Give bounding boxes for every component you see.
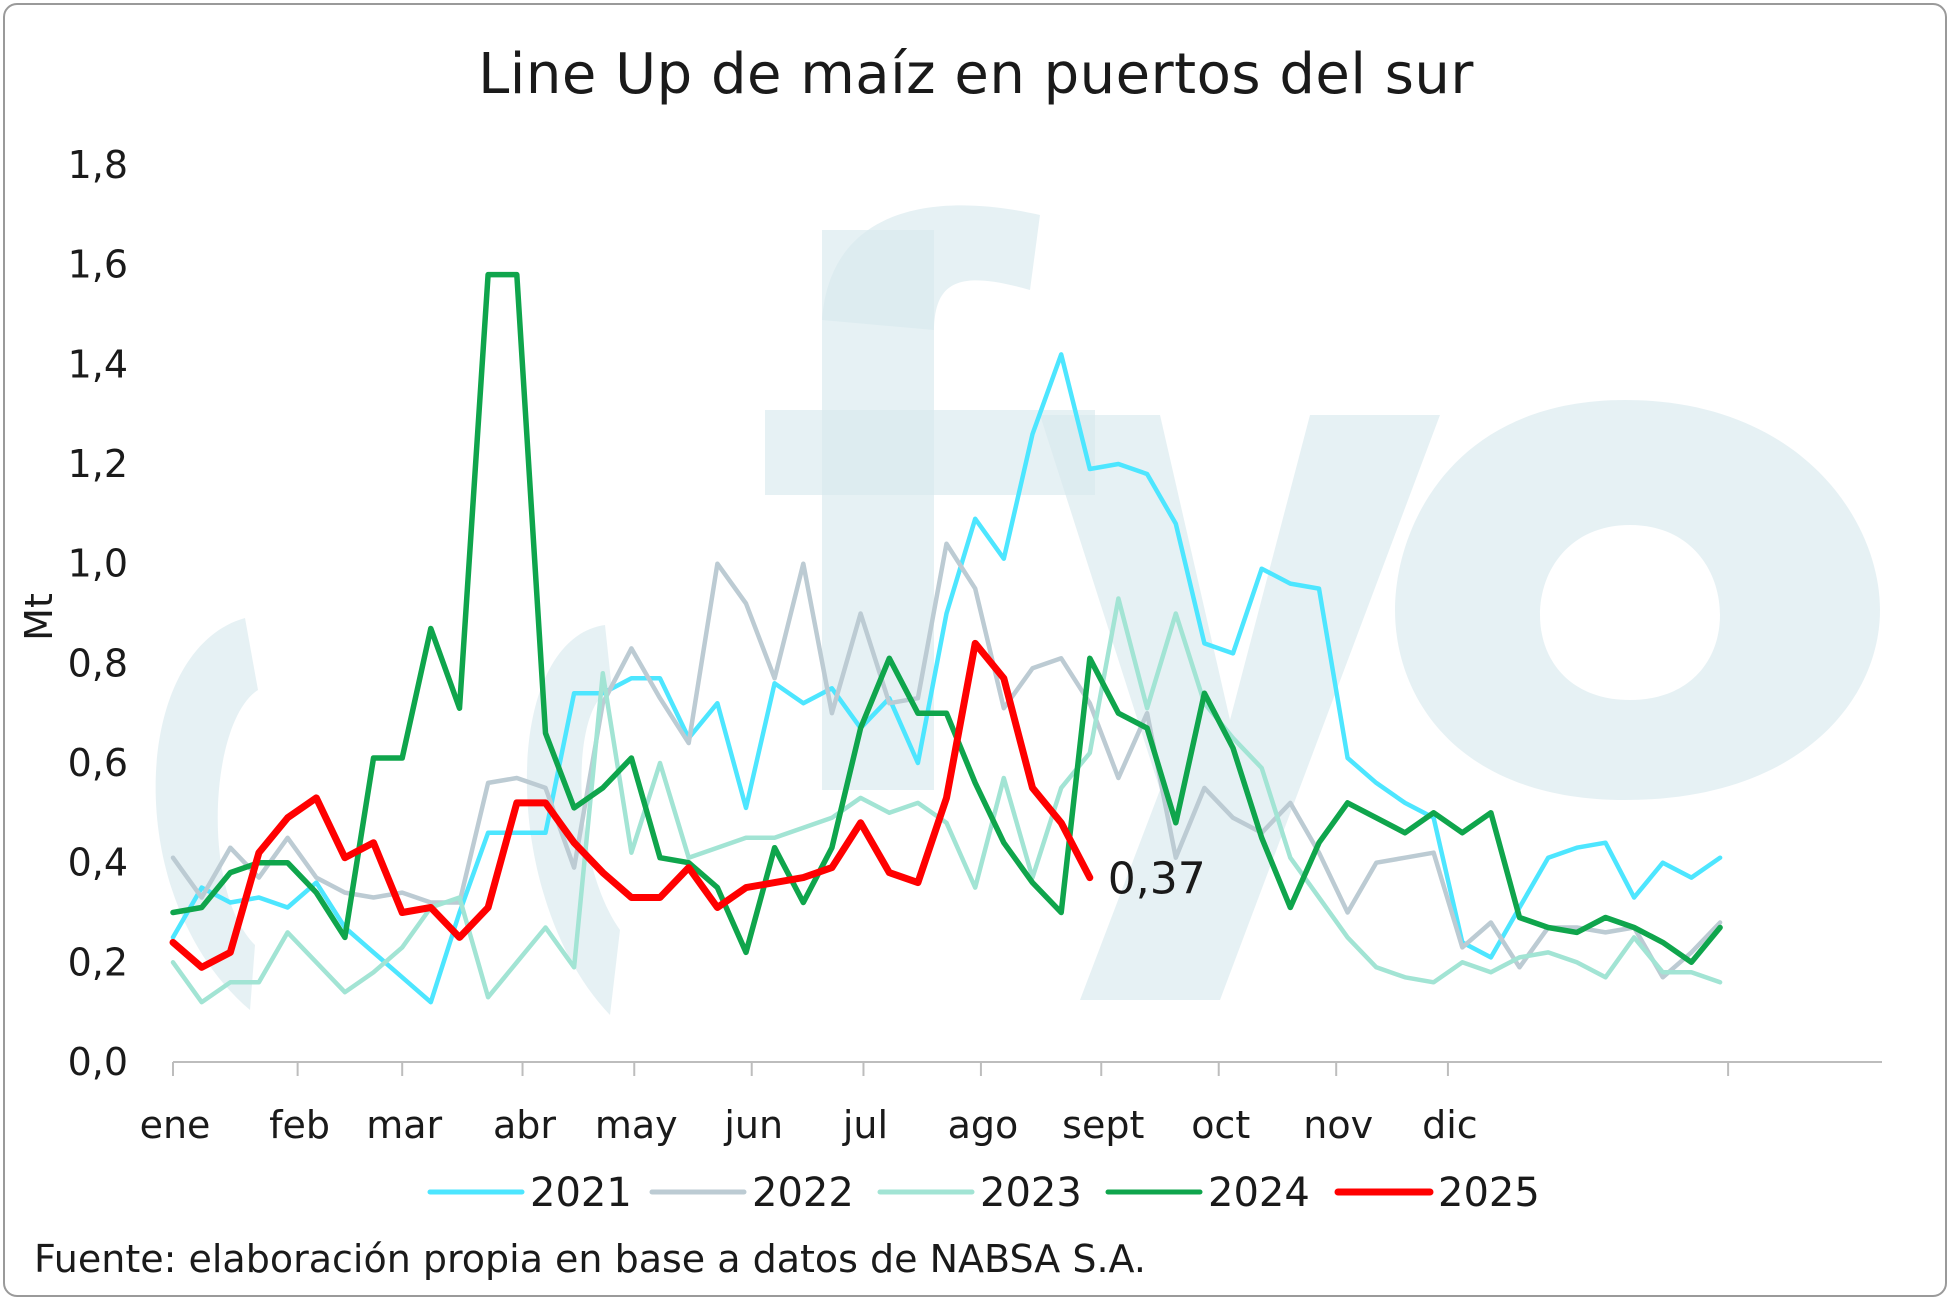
series-layer <box>169 271 1723 1005</box>
x-tick-label: ago <box>948 1103 1019 1147</box>
y-tick-label: 0,0 <box>68 1040 128 1084</box>
legend-label-2021: 2021 <box>530 1170 632 1216</box>
chart-frame <box>3 3 1947 1297</box>
y-tick-label: 0,2 <box>68 940 128 984</box>
legend-label-2022: 2022 <box>752 1170 854 1216</box>
axes: ene feb mar abr may jun jul ago sept oct nov dic 0,… <box>17 143 1882 1147</box>
y-tick-label: 1,0 <box>68 542 128 586</box>
x-axis-labels: ene feb mar abr may jun jul ago sept oct nov dic <box>140 1103 1478 1147</box>
y-tick-label: 1,6 <box>68 243 128 287</box>
legend-label-2023: 2023 <box>980 1170 1082 1216</box>
x-tick-label: jul <box>842 1103 888 1147</box>
x-tick-label: oct <box>1191 1103 1250 1147</box>
x-tick-label: ene <box>140 1103 211 1147</box>
x-tick-label: may <box>595 1103 678 1147</box>
x-tick-label: abr <box>493 1103 556 1147</box>
y-axis-title: Mt <box>17 593 61 641</box>
x-tick-label: nov <box>1303 1103 1373 1147</box>
y-tick-label: 1,2 <box>68 442 128 486</box>
x-tick-label: mar <box>366 1103 442 1147</box>
y-tick-label: 0,4 <box>68 841 128 885</box>
x-tick-label: jun <box>723 1103 783 1147</box>
x-tick-label: sept <box>1062 1103 1144 1147</box>
y-axis-labels: 0,0 0,2 0,4 0,6 0,8 1,0 1,2 1,4 1,6 1,8 <box>68 143 128 1084</box>
x-axis-ticks <box>172 1062 1730 1076</box>
series-line-2022 <box>170 541 1723 980</box>
fyo-watermark <box>155 205 1880 1015</box>
y-tick-label: 0,6 <box>68 741 128 785</box>
legend-label-2025: 2025 <box>1438 1170 1540 1216</box>
y-tick-label: 1,4 <box>68 342 128 386</box>
chart-title: Line Up de maíz en puertos del sur <box>478 42 1474 107</box>
source-note: Fuente: elaboración propia en base a dat… <box>34 1237 1146 1281</box>
last-value-label: 0,37 <box>1108 854 1206 905</box>
x-tick-label: dic <box>1422 1103 1478 1147</box>
y-tick-label: 1,8 <box>68 143 128 187</box>
y-tick-label: 0,8 <box>68 641 128 685</box>
x-tick-label: feb <box>269 1103 330 1147</box>
series-line-2024 <box>170 271 1723 966</box>
legend: 2021 2022 2023 2024 2025 <box>427 1170 1540 1216</box>
series-line-2025 <box>169 639 1094 971</box>
legend-label-2024: 2024 <box>1208 1170 1310 1216</box>
